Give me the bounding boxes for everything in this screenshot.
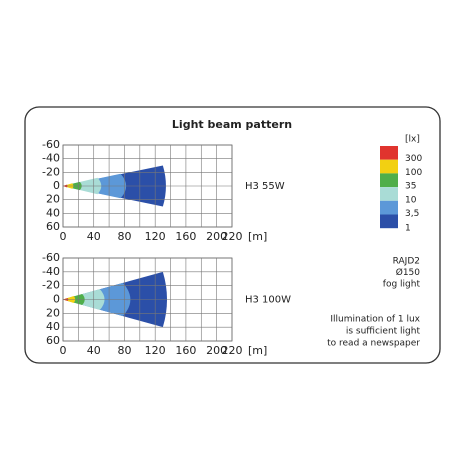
note-text: is sufficient light	[346, 327, 421, 337]
y-tick-label: -60	[42, 251, 60, 264]
beam-label: H3 100W	[245, 295, 291, 306]
y-tick-label: 40	[46, 320, 60, 333]
y-tick-label: 20	[46, 193, 60, 206]
y-tick-label: -40	[42, 265, 60, 278]
y-tick-label: 40	[46, 206, 60, 219]
legend-label: 35	[405, 182, 416, 192]
legend-swatch	[380, 187, 398, 201]
legend-label: 100	[405, 168, 422, 178]
chart-title: Light beam pattern	[172, 118, 292, 131]
y-tick-label: 60	[46, 334, 60, 347]
y-tick-label: 0	[53, 293, 60, 306]
x-tick-label: 80	[117, 230, 131, 243]
legend-swatch	[380, 146, 398, 160]
x-tick-label: 200	[206, 344, 227, 357]
x-tick-label: 40	[87, 344, 101, 357]
legend-swatch	[380, 200, 398, 215]
x-tick-label: 120	[145, 230, 166, 243]
x-tick-label: 40	[87, 230, 101, 243]
y-tick-label: -20	[42, 279, 60, 292]
y-tick-label: -60	[42, 138, 60, 151]
note-text: to read a newspaper	[327, 339, 420, 349]
x-tick-label: 0	[60, 344, 67, 357]
x-tick-label: 160	[175, 344, 196, 357]
x-tick-label: 120	[145, 344, 166, 357]
legend-title: [lx]	[405, 135, 420, 145]
x-tick-label: 0	[60, 230, 67, 243]
x-tick-label: 80	[117, 344, 131, 357]
y-tick-label: 20	[46, 306, 60, 319]
x-tick-label: 160	[175, 230, 196, 243]
legend-swatch	[380, 214, 398, 229]
device-text: fog light	[383, 280, 421, 290]
device-text: Ø150	[396, 267, 421, 278]
legend-label: 1	[405, 224, 411, 234]
beam-label: H3 55W	[245, 181, 285, 192]
y-tick-label: -20	[42, 165, 60, 178]
x-unit: [m]	[248, 230, 267, 243]
y-tick-label: -40	[42, 152, 60, 165]
legend-label: 300	[405, 154, 422, 164]
y-tick-label: 0	[53, 179, 60, 192]
device-text: RAJD2	[393, 257, 420, 267]
legend-swatch	[380, 159, 398, 174]
y-tick-label: 60	[46, 220, 60, 233]
note-text: Illumination of 1 lux	[330, 315, 420, 325]
x-tick-label: 220	[222, 230, 243, 243]
legend-label: 3,5	[405, 209, 419, 219]
x-tick-label: 220	[222, 344, 243, 357]
x-tick-label: 200	[206, 230, 227, 243]
legend-swatch	[380, 173, 398, 188]
x-unit: [m]	[248, 344, 267, 357]
legend-label: 10	[405, 195, 417, 205]
